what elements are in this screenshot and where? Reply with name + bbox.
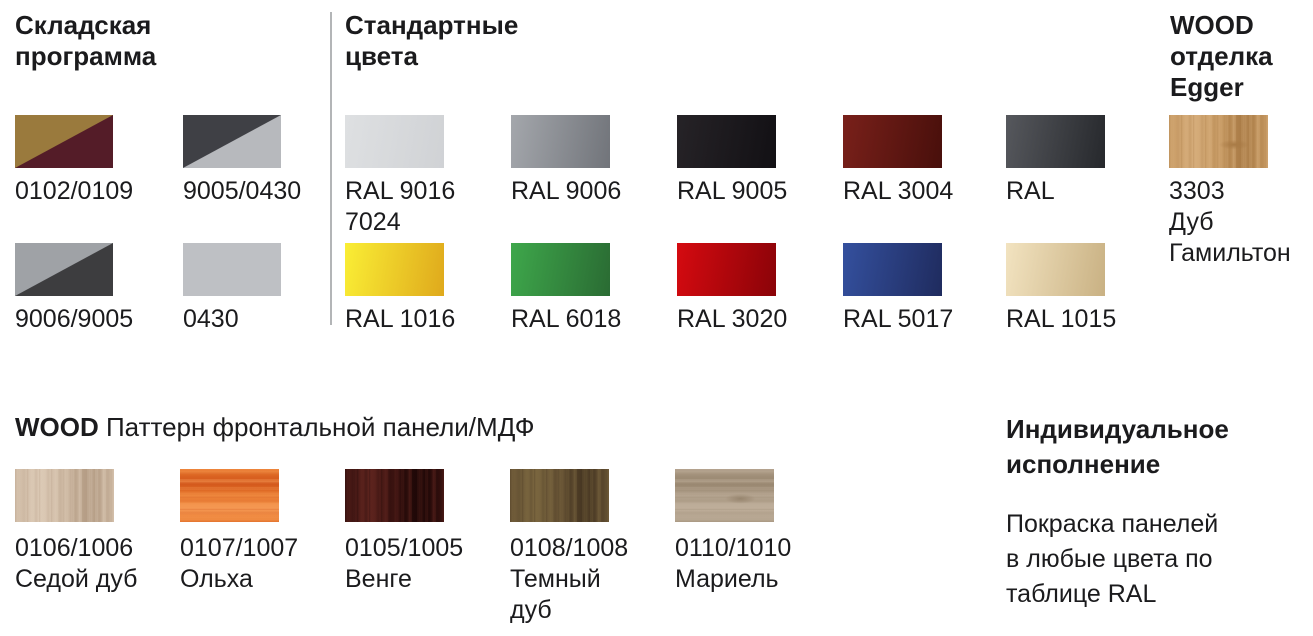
standard-item-ral-9005: RAL 9005 — [677, 115, 787, 207]
wood-item-0107-1007: 0107/1007 Ольха — [180, 469, 298, 595]
swatch-ral-3004 — [843, 115, 942, 168]
standard-item-ral-9016-7024: RAL 9016 7024 — [345, 115, 455, 238]
swatch-0102-0109 — [15, 115, 113, 168]
egger-item-3303: 3303 Дуб Гамильтон — [1169, 115, 1291, 269]
swatch-0105-1005-wenge — [345, 469, 444, 522]
swatch-name: Венге — [345, 565, 412, 593]
swatch-label: 3303 Дуб Гамильтон — [1169, 177, 1291, 267]
standard-item-ral-9006: RAL 9006 — [511, 115, 621, 207]
swatch-name: Темный — [510, 565, 601, 593]
wood-pattern-title-bold: WOOD — [15, 412, 99, 442]
swatch-label: RAL 3020 — [677, 305, 788, 333]
standard-item-ral-5017: RAL 5017 — [843, 243, 953, 335]
swatch-ral-6018 — [511, 243, 610, 296]
section-divider — [330, 12, 332, 325]
stock-item-9005-0430: 9005/0430 — [183, 115, 301, 207]
custom-finish-title-line2: исполнение — [1006, 449, 1161, 479]
swatch-code: 0106/1006 — [15, 534, 134, 562]
swatch-0106-1006-grey-oak — [15, 469, 114, 522]
swatch-label: 0106/1006 Седой дуб — [15, 533, 138, 595]
swatch-label: RAL 1016 — [345, 305, 456, 333]
swatch-code: 9005/0430 — [183, 177, 302, 205]
swatch-label: RAL 6018 — [511, 305, 622, 333]
standard-colors-title-line1: Стандартные — [345, 10, 519, 40]
swatch-code: 0430 — [183, 305, 239, 333]
wood-item-0105-1005: 0105/1005 Венге — [345, 469, 463, 595]
swatch-code: 9006/9005 — [15, 305, 134, 333]
standard-colors-title-line2: цвета — [345, 41, 418, 71]
swatch-label: RAL 1015 — [1006, 305, 1117, 333]
custom-finish-description: Покраска панелей в любые цвета по таблиц… — [1006, 507, 1218, 612]
swatch-code: 0110/1010 — [675, 534, 792, 562]
swatch-3303-oak-hamilton — [1169, 115, 1268, 168]
stock-program-title-line2: программа — [15, 41, 157, 71]
wood-pattern-title-rest: Паттерн фронтальной панели/МДФ — [98, 412, 535, 442]
swatch-name: дуб — [510, 596, 552, 624]
wood-pattern-title: WOOD Паттерн фронтальной панели/МДФ — [15, 412, 535, 443]
swatch-ral-1016 — [345, 243, 444, 296]
custom-finish-description-line3: таблице RAL — [1006, 580, 1157, 608]
swatch-label: 0107/1007 Ольха — [180, 533, 298, 595]
stock-item-9006-9005: 9006/9005 — [15, 243, 133, 335]
standard-item-ral-3004: RAL 3004 — [843, 115, 953, 207]
swatch-0430 — [183, 243, 281, 296]
swatch-ral-3020 — [677, 243, 776, 296]
stock-program-title: Складская программа — [15, 10, 156, 72]
swatch-label: RAL 9005 — [677, 177, 788, 205]
swatch-label: RAL 5017 — [843, 305, 954, 333]
swatch-label: RAL 9016 7024 — [345, 177, 456, 236]
custom-finish-description-line2: в любые цвета по — [1006, 545, 1213, 573]
wood-egger-title: WOOD отделка Egger — [1170, 10, 1273, 103]
swatch-name: Мариель — [675, 565, 779, 593]
swatch-ral-9016 — [345, 115, 444, 168]
swatch-label: 0108/1008 Темный дуб — [510, 533, 628, 626]
swatch-0110-1010-mariel — [675, 469, 774, 522]
swatch-label: 0110/1010 Мариель — [675, 533, 791, 595]
custom-finish-description-line1: Покраска панелей — [1006, 510, 1219, 538]
swatch-code: 0107/1007 — [180, 534, 299, 562]
swatch-code: 0105/1005 — [345, 534, 464, 562]
wood-egger-title-line3: Egger — [1170, 72, 1244, 102]
swatch-ral-5017 — [843, 243, 942, 296]
standard-colors-title: Стандартные цвета — [345, 10, 518, 72]
wood-item-0110-1010: 0110/1010 Мариель — [675, 469, 791, 595]
swatch-name: Ольха — [180, 565, 253, 593]
standard-item-ral-3020: RAL 3020 — [677, 243, 787, 335]
swatch-0107-1007-alder — [180, 469, 279, 522]
stock-item-0102-0109: 0102/0109 — [15, 115, 133, 207]
swatch-code: 0108/1008 — [510, 534, 629, 562]
stock-item-0430: 0430 — [183, 243, 281, 335]
standard-item-ral-1015: RAL 1015 — [1006, 243, 1116, 335]
wood-item-0106-1006: 0106/1006 Седой дуб — [15, 469, 138, 595]
swatch-label: 0105/1005 Венге — [345, 533, 463, 595]
swatch-ral-anthracite — [1006, 115, 1105, 168]
swatch-ral-9005 — [677, 115, 776, 168]
swatch-ral-1015 — [1006, 243, 1105, 296]
swatch-label: RAL — [1006, 177, 1055, 205]
standard-item-ral-1016: RAL 1016 — [345, 243, 455, 335]
wood-item-0108-1008: 0108/1008 Темный дуб — [510, 469, 628, 626]
standard-item-ral: RAL — [1006, 115, 1105, 207]
swatch-label: RAL 3004 — [843, 177, 954, 205]
wood-egger-title-line1: WOOD — [1170, 10, 1254, 40]
swatch-9006-9005 — [15, 243, 113, 296]
swatch-0108-1008-dark-oak — [510, 469, 609, 522]
wood-egger-title-line2: отделка — [1170, 41, 1273, 71]
custom-finish-title: Индивидуальное исполнение — [1006, 412, 1229, 482]
custom-finish-title-line1: Индивидуальное — [1006, 414, 1229, 444]
swatch-9005-0430 — [183, 115, 281, 168]
stock-program-title-line1: Складская — [15, 10, 152, 40]
standard-item-ral-6018: RAL 6018 — [511, 243, 621, 335]
swatch-code: 0102/0109 — [15, 177, 134, 205]
swatch-name: Седой дуб — [15, 565, 138, 593]
swatch-ral-9006 — [511, 115, 610, 168]
swatch-label: RAL 9006 — [511, 177, 622, 205]
